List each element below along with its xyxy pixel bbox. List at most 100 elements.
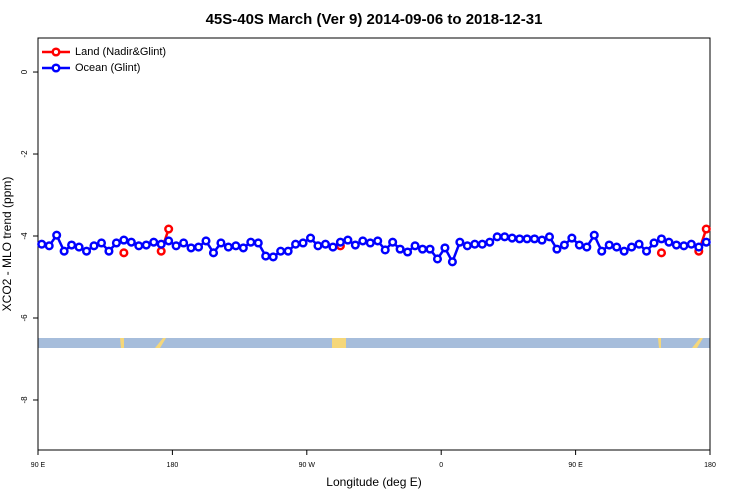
data-point: [365, 238, 375, 248]
data-point: [149, 237, 159, 247]
data-point: [410, 241, 420, 251]
data-point: [246, 237, 256, 247]
data-point: [81, 246, 92, 256]
data-point: [276, 246, 286, 256]
data-point: [141, 240, 151, 250]
data-point: [111, 238, 121, 248]
data-point: [208, 248, 219, 258]
x-axis-label: Longitude (deg E): [326, 475, 421, 489]
y-axis-label: XCO2 - MLO trend (ppm): [0, 177, 14, 312]
legend-marker: [51, 47, 61, 57]
data-point: [634, 239, 644, 249]
data-point: [298, 238, 308, 248]
data-point: [380, 245, 390, 255]
y-tick-label: 0: [20, 69, 29, 74]
data-point: [477, 239, 487, 249]
data-point: [485, 237, 495, 247]
legend-marker: [51, 63, 61, 73]
data-point: [641, 246, 652, 256]
data-point: [694, 242, 704, 252]
data-point: [597, 246, 607, 256]
data-point: [395, 244, 405, 254]
data-point: [335, 237, 345, 247]
data-point: [193, 242, 204, 252]
y-tick-label: -6: [20, 314, 29, 322]
data-point: [119, 248, 129, 258]
data-point: [44, 241, 54, 251]
data-point: [559, 240, 569, 250]
x-tick-label: 90 E: [568, 462, 583, 469]
data-point: [253, 238, 263, 248]
data-point: [268, 252, 278, 262]
data-point: [529, 234, 540, 244]
data-point: [67, 240, 77, 250]
data-point: [619, 246, 629, 256]
data-point: [74, 242, 84, 252]
legend-label: Ocean (Glint): [75, 62, 140, 74]
data-point: [179, 238, 189, 248]
data-point: [134, 241, 144, 251]
data-point: [649, 238, 659, 248]
data-point: [126, 237, 136, 247]
data-point: [403, 247, 413, 257]
data-point: [604, 240, 614, 250]
data-point: [59, 246, 69, 256]
data-point: [656, 248, 667, 258]
data-point: [37, 239, 47, 249]
y-tick-label: -2: [20, 150, 29, 158]
data-point: [201, 236, 211, 246]
data-point: [223, 242, 233, 252]
data-point: [544, 232, 555, 242]
data-point: [627, 242, 637, 252]
data-point: [582, 242, 592, 252]
data-point: [156, 246, 166, 256]
x-tick-label: 90 W: [299, 462, 316, 469]
data-point: [283, 246, 293, 256]
data-point: [238, 243, 248, 253]
data-point: [462, 241, 472, 251]
data-point: [701, 224, 711, 234]
data-point: [574, 240, 584, 250]
data-point: [119, 235, 129, 245]
data-point: [686, 239, 696, 249]
data-point: [89, 241, 99, 251]
data-point: [305, 233, 316, 243]
land-ocean-strip: [38, 338, 710, 348]
data-point: [500, 232, 510, 242]
data-point: [417, 244, 428, 254]
y-tick-label: -4: [20, 232, 29, 240]
data-point: [507, 233, 517, 243]
data-point: [231, 241, 241, 251]
data-point: [440, 243, 450, 253]
x-tick-label: 180: [167, 462, 179, 469]
data-point: [567, 233, 577, 243]
data-point: [671, 240, 681, 250]
data-point: [656, 234, 667, 244]
data-point: [186, 243, 196, 253]
data-point: [171, 241, 181, 251]
x-tick-label: 90 E: [31, 462, 46, 469]
data-point: [291, 239, 301, 249]
y-tick-label: -8: [20, 396, 29, 404]
ocean-strip: [38, 338, 710, 348]
data-point: [701, 237, 711, 247]
x-tick-label: 180: [704, 462, 716, 469]
data-point: [470, 239, 480, 249]
data-point: [552, 244, 562, 254]
data-point: [455, 237, 465, 247]
data-point: [425, 244, 435, 254]
data-point: [679, 241, 689, 251]
data-point: [156, 239, 166, 249]
data-point: [261, 251, 271, 261]
data-point: [358, 236, 368, 246]
data-point: [589, 230, 599, 240]
data-point: [664, 237, 674, 247]
data-point: [447, 257, 457, 267]
data-point: [492, 232, 502, 242]
data-point: [522, 234, 532, 244]
data-point: [350, 240, 360, 250]
legend-label: Land (Nadir&Glint): [75, 46, 166, 58]
data-point: [328, 242, 338, 252]
data-point: [104, 246, 114, 256]
data-point: [373, 236, 383, 246]
